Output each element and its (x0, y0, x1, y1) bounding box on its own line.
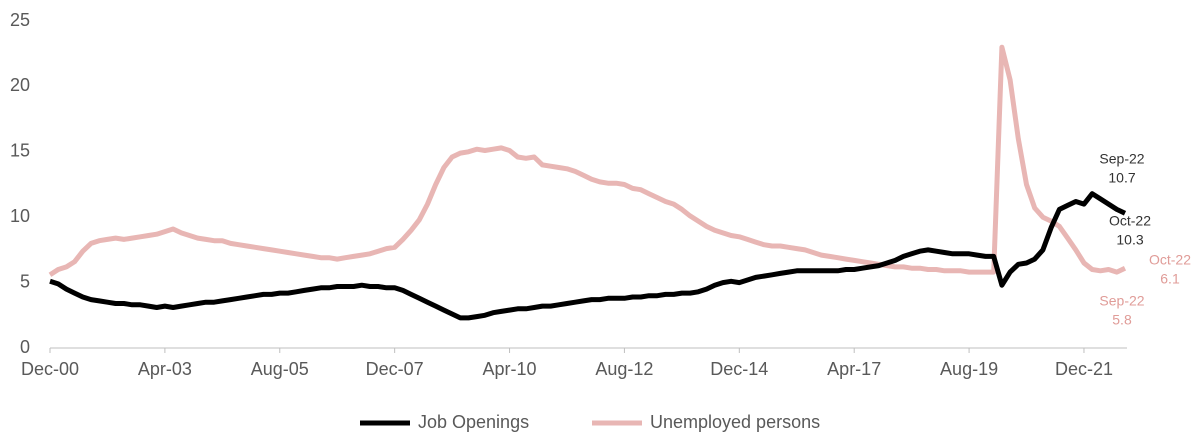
y-tick-label: 10 (10, 206, 30, 226)
x-tick-label: Dec-14 (710, 359, 768, 379)
y-tick-label: 25 (10, 10, 30, 30)
x-tick-label: Aug-05 (251, 359, 309, 379)
annotation: Oct-22 (1149, 252, 1191, 268)
annotation: 10.3 (1116, 232, 1143, 248)
legend-label: Unemployed persons (650, 412, 820, 432)
x-tick-label: Apr-03 (138, 359, 192, 379)
annotation: 10.7 (1108, 170, 1135, 186)
y-tick-label: 20 (10, 75, 30, 95)
x-tick-label: Dec-07 (366, 359, 424, 379)
annotation: 6.1 (1160, 271, 1180, 287)
annotation: Sep-22 (1099, 293, 1144, 309)
series-line (48, 44, 1127, 277)
x-tick-label: Aug-19 (940, 359, 998, 379)
x-tick-label: Aug-12 (595, 359, 653, 379)
x-tick-label: Apr-10 (483, 359, 537, 379)
y-tick-label: 5 (20, 271, 30, 291)
annotation: 5.8 (1112, 312, 1132, 328)
annotation: Oct-22 (1109, 213, 1151, 229)
series-line (49, 191, 1127, 321)
x-tick-label: Dec-21 (1055, 359, 1113, 379)
x-tick-label: Dec-00 (21, 359, 79, 379)
annotation: Sep-22 (1099, 151, 1144, 167)
x-tick-label: Apr-17 (827, 359, 881, 379)
y-tick-label: 0 (20, 337, 30, 357)
y-tick-label: 15 (10, 141, 30, 161)
legend-label: Job Openings (418, 412, 529, 432)
